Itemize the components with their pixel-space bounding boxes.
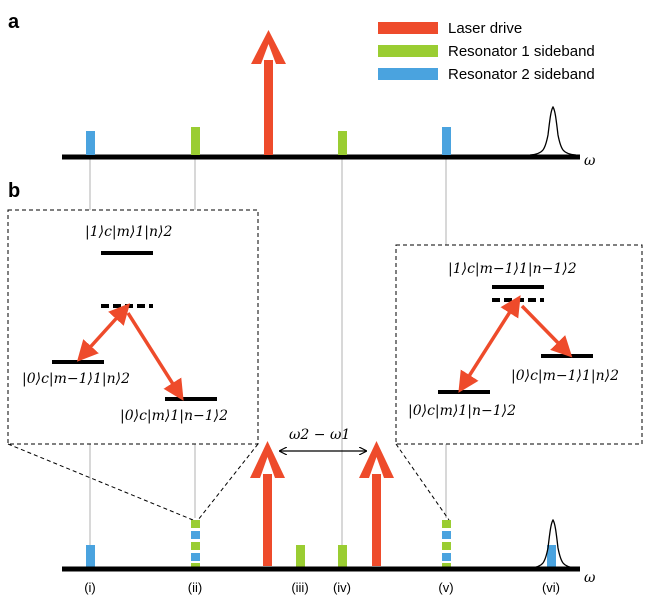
legend-label-laser: Laser drive [448,20,522,37]
panel-b-label: b [8,180,20,202]
sideband-b-vi [547,545,556,567]
left-level-box [7,209,259,445]
laser-arrow-b-right [359,441,394,566]
legend-label-resonator1: Resonator 1 sideband [448,43,595,60]
resonance-peak-b [529,518,577,569]
right-left-state: |0⟩c|m⟩1|n−1⟩2 [408,403,516,419]
left-right-state: |0⟩c|m⟩1|n−1⟩2 [120,408,228,424]
sideband-b-iv [338,545,347,567]
sideband-r2-a-left [86,131,95,155]
label-vi: (vi) [542,580,560,595]
right-arrow-1 [458,295,521,393]
guide-lines [89,157,447,568]
label-i: (i) [84,580,96,595]
axis-a-omega: ω [584,153,596,169]
right-arrow-2 [520,304,573,358]
label-iv: (iv) [333,580,351,595]
sideband-r1-a-left [191,127,200,155]
right-right-state: |0⟩c|m−1⟩1|n⟩2 [511,368,619,384]
laser-arrow-a [251,30,286,155]
right-top-state: |1⟩c|m−1⟩1|n−1⟩2 [448,261,577,277]
legend: Laser drive Resonator 1 sideband Resonat… [378,20,595,83]
right-level-box [395,244,643,445]
axis-b-omega: ω [584,570,596,586]
sideband-b-iii [296,545,305,567]
label-iii: (iii) [291,580,308,595]
left-left-state: |0⟩c|m−1⟩1|n⟩2 [22,371,130,387]
sideband-r2-a-right [442,127,451,155]
panel-a-label: a [8,11,20,33]
left-top-state: |1⟩c|m⟩1|n⟩2 [85,224,172,240]
label-ii: (ii) [188,580,202,595]
legend-swatch-resonator1 [378,45,438,57]
resonance-peak-a [529,105,577,156]
legend-swatch-resonator2 [378,68,438,80]
sideband-b-ii [191,520,200,567]
sideband-b-v [442,520,451,567]
detuning-label: ω2 − ω1 [289,427,350,443]
label-v: (v) [438,580,453,595]
funnel-lines [7,443,450,521]
sideband-b-i [86,545,95,567]
sideband-r1-a-right [338,131,347,155]
legend-swatch-laser [378,22,438,34]
laser-arrow-b-left [250,441,285,566]
legend-label-resonator2: Resonator 2 sideband [448,66,595,83]
left-arrow-2 [126,312,184,401]
left-arrow-1 [76,303,131,362]
